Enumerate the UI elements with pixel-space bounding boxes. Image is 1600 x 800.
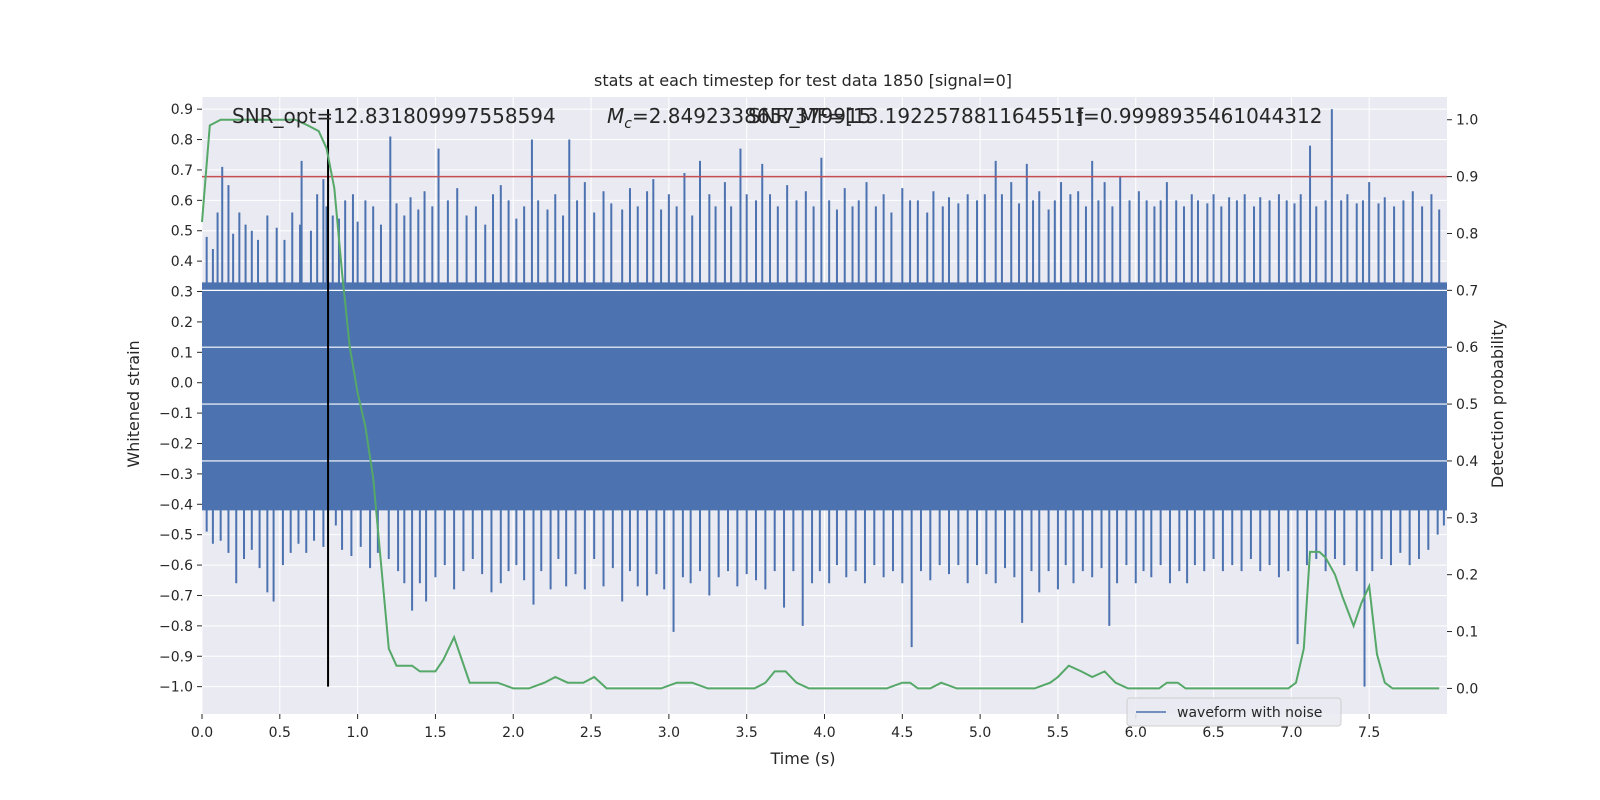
y-left-tick-label: 0.3 bbox=[171, 285, 193, 301]
y-left-tick-label: −0.9 bbox=[159, 649, 193, 665]
annotation-mc-value: =2.8492338657379915 bbox=[632, 104, 871, 128]
y-right-tick-label: 0.2 bbox=[1456, 568, 1478, 584]
y-right-tick-label: 0.4 bbox=[1456, 454, 1478, 470]
y-left-tick-label: 0.7 bbox=[171, 163, 193, 179]
x-tick-label: 2.5 bbox=[580, 725, 602, 741]
x-tick-label: 4.5 bbox=[891, 725, 913, 741]
y-axis-left: 0.9 0.8 0.7 0.6 0.5 0.4 0.3 0.2 0.1 0.0 −0.1 −0.2 −0… bbox=[159, 102, 202, 696]
y-left-tick-label: −1.0 bbox=[159, 680, 193, 696]
y-left-tick-label: 0.1 bbox=[171, 345, 193, 361]
x-tick-label: 2.0 bbox=[502, 725, 524, 741]
y-left-tick-label: −0.1 bbox=[159, 406, 193, 422]
annotation-mc-symbol: M bbox=[607, 104, 624, 128]
y-left-tick-label: −0.7 bbox=[159, 588, 193, 604]
y-left-tick-label: −0.3 bbox=[159, 467, 193, 483]
y-right-tick-label: 0.5 bbox=[1456, 397, 1478, 413]
annotation-mc-subscript: c bbox=[624, 116, 632, 132]
y-left-tick-label: −0.6 bbox=[159, 558, 193, 574]
x-tick-label: 3.0 bbox=[658, 725, 680, 741]
y-right-tick-label: 0.0 bbox=[1456, 681, 1478, 697]
y-left-tick-label: 0.6 bbox=[171, 193, 193, 209]
annotation-snr-opt: SNR_opt=12.831809997558594 bbox=[232, 104, 556, 128]
annotation-f: f=0.9998935461044312 bbox=[1076, 104, 1322, 128]
chart-title: stats at each timestep for test data 185… bbox=[594, 71, 1012, 90]
x-tick-label: 1.5 bbox=[424, 725, 446, 741]
y-axis-right: 1.0 0.9 0.8 0.7 0.6 0.5 0.4 0.3 0.2 0.1 0.0 bbox=[1447, 113, 1478, 697]
legend-box bbox=[1126, 697, 1342, 727]
y-left-tick-label: 0.0 bbox=[171, 376, 193, 392]
y-left-tick-label: −0.4 bbox=[159, 497, 193, 513]
annotation-snr-mf: SNR_MF=[13.192257881164551] bbox=[748, 104, 1083, 128]
x-tick-label: 6.0 bbox=[1125, 725, 1147, 741]
detection-probability-line bbox=[201, 118, 1440, 690]
y-axis-left-label: Whitened strain bbox=[124, 340, 143, 467]
y-left-tick-label: −0.8 bbox=[159, 619, 193, 635]
x-tick-label: 7.0 bbox=[1280, 725, 1302, 741]
y-left-tick-label: 0.2 bbox=[171, 315, 193, 331]
waveform-core-band bbox=[202, 282, 1447, 511]
x-tick-label: 4.0 bbox=[813, 725, 835, 741]
y-right-tick-label: 0.6 bbox=[1456, 340, 1478, 356]
annotation-mc: Mc=2.8492338657379915 bbox=[607, 104, 871, 132]
y-left-tick-label: 0.9 bbox=[171, 102, 193, 118]
y-right-tick-label: 0.8 bbox=[1456, 226, 1478, 242]
x-tick-label: 6.5 bbox=[1202, 725, 1224, 741]
legend: waveform with noise bbox=[1126, 697, 1342, 727]
x-tick-label: 1.0 bbox=[346, 725, 368, 741]
y-right-tick-label: 0.9 bbox=[1456, 170, 1478, 186]
y-left-tick-label: 0.5 bbox=[171, 224, 193, 240]
y-left-tick-label: 0.4 bbox=[171, 254, 193, 270]
y-right-tick-label: 1.0 bbox=[1456, 113, 1478, 129]
x-tick-label: 5.5 bbox=[1047, 725, 1069, 741]
x-axis: 0.0 0.5 1.0 1.5 2.0 2.5 3.0 3.5 4.0 4.5 5.0 5.5 6.0 6… bbox=[191, 714, 1380, 741]
y-right-tick-label: 0.3 bbox=[1456, 511, 1478, 527]
y-left-tick-label: −0.5 bbox=[159, 528, 193, 544]
y-right-tick-label: 0.1 bbox=[1456, 625, 1478, 641]
y-right-tick-label: 0.7 bbox=[1456, 283, 1478, 299]
y-left-tick-label: 0.8 bbox=[171, 133, 193, 149]
x-tick-label: 0.5 bbox=[269, 725, 291, 741]
y-left-tick-label: −0.2 bbox=[159, 436, 193, 452]
waveform-series bbox=[202, 109, 1447, 687]
y-axis-right-label: Detection probability bbox=[1488, 320, 1507, 488]
plot-area bbox=[201, 97, 1447, 714]
x-tick-label: 5.0 bbox=[969, 725, 991, 741]
x-tick-label: 3.5 bbox=[736, 725, 758, 741]
x-axis-label: Time (s) bbox=[769, 749, 835, 768]
legend-label: waveform with noise bbox=[1177, 705, 1322, 721]
x-tick-label: 7.5 bbox=[1358, 725, 1380, 741]
x-tick-label: 0.0 bbox=[191, 725, 213, 741]
